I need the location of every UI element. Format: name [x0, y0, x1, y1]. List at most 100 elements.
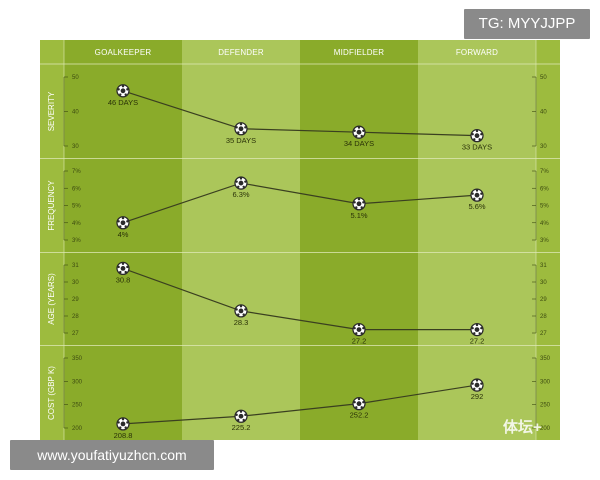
ball-patch [239, 122, 243, 126]
ball-patch [360, 332, 363, 335]
ball-patch [475, 189, 479, 192]
ball-patch [475, 323, 479, 327]
ball-patch [126, 88, 129, 91]
data-label-0-1: 35 DAYS [226, 136, 256, 145]
tick-label-right: 28 [540, 314, 547, 320]
tick-label-left: 4% [72, 221, 81, 227]
ball-patch [353, 326, 356, 330]
ball-patch [244, 413, 247, 417]
column-label-defender: DEFENDER [218, 48, 264, 57]
column-band [182, 40, 300, 440]
ball-patch [124, 426, 127, 429]
ball-patch [124, 270, 127, 274]
ball-patch [242, 185, 245, 188]
row-label-3: COST (GBP K) [47, 366, 56, 420]
ball-patch [471, 326, 474, 330]
ball-patch [478, 387, 481, 390]
ball-marker [470, 188, 484, 202]
ball-patch [471, 382, 474, 385]
right-strip [536, 40, 560, 440]
ball-patch [480, 192, 483, 195]
ball-patch [235, 180, 238, 183]
tick-label-left: 200 [72, 426, 83, 432]
ball-patch [121, 418, 125, 421]
ball-patch [353, 201, 356, 204]
tick-label-right: 5% [540, 204, 549, 210]
tick-label-right: 200 [540, 426, 551, 432]
ball-patch [121, 216, 125, 220]
ball-center [474, 327, 480, 332]
ball-patch [242, 131, 245, 134]
tick-label-left: 300 [72, 379, 83, 385]
ball-patch [357, 397, 361, 401]
data-label-3-3: 292 [471, 392, 484, 401]
ball-center [238, 308, 244, 314]
axis-ticks: 50 50 40 40 30 30 7% 7% 6% 6% 5% 5% 4% 4% 3% 3% 31 31 30 30… [63, 75, 551, 432]
ball-center [120, 88, 126, 94]
column-label-midfielder: MIDFIELDER [334, 48, 384, 57]
tick-label-right: 29 [540, 297, 547, 303]
ball-patch [362, 201, 365, 204]
ball-center [238, 126, 244, 132]
ball-marker [352, 396, 366, 411]
tick-label-left: 6% [72, 186, 81, 192]
url-badge: www.youfatiyuzhcn.com [10, 440, 214, 470]
ball-marker [234, 304, 248, 318]
chart-background [40, 40, 560, 440]
ball-center [238, 413, 244, 419]
ball-patch [353, 129, 356, 132]
ball-patch [480, 133, 483, 136]
ball-patch [237, 185, 240, 188]
ball-patch [355, 134, 358, 138]
ball-center [356, 401, 362, 407]
ball-patch [126, 265, 129, 269]
data-label-2-3: 27.2 [470, 337, 485, 346]
column-band [300, 40, 418, 440]
ball-patch [119, 426, 122, 429]
ball-patch [237, 418, 240, 422]
ball-patch [360, 206, 363, 209]
tick-label-left: 30 [72, 280, 79, 286]
ball-patch [362, 326, 365, 330]
ball-patch [119, 93, 122, 96]
ball-center [120, 421, 126, 427]
ball-patch [357, 197, 361, 201]
ball-marker [116, 84, 130, 98]
watermark-text: 体坛+ [503, 418, 542, 436]
tick-label-left: 27 [72, 331, 79, 337]
tick-label-right: 350 [540, 356, 551, 362]
tick-label-right: 7% [540, 169, 549, 175]
ball-center [356, 327, 362, 332]
ball-marker [234, 176, 248, 190]
tick-label-right: 31 [540, 263, 547, 269]
column-label-goalkeeper: GOALKEEPER [95, 48, 152, 57]
ball-patch [239, 410, 243, 413]
ball-center [474, 192, 480, 198]
data-label-2-0: 30.8 [116, 275, 131, 284]
tick-label-right: 6% [540, 186, 549, 192]
data-label-3-0: 208.8 [114, 431, 133, 440]
ball-patch [471, 192, 474, 195]
ball-patch [117, 220, 120, 223]
data-label-1-3: 5.6% [468, 202, 485, 211]
metric-labels: SEVERITY FREQUENCY AGE (YEARS) COST (GBP K) [47, 91, 56, 420]
ball-patch [237, 131, 240, 134]
tick-label-left: 30 [72, 144, 79, 150]
ball-patch [242, 313, 245, 316]
ball-patch [117, 421, 120, 424]
ball-patch [121, 262, 125, 265]
ball-center [474, 382, 480, 388]
ball-patch [235, 126, 238, 129]
tick-label-left: 28 [72, 314, 79, 320]
series-line-1 [122, 182, 478, 224]
ball-patch [235, 308, 238, 311]
data-label-1-0: 4% [118, 230, 129, 239]
ball-marker [352, 322, 366, 337]
ball-patch [362, 129, 365, 132]
tick-label-right: 40 [540, 110, 547, 116]
ball-center [120, 220, 126, 226]
ball-patch [362, 401, 365, 404]
ball-patch [473, 138, 476, 141]
tick-label-left: 350 [72, 356, 83, 362]
ball-patch [117, 265, 120, 269]
